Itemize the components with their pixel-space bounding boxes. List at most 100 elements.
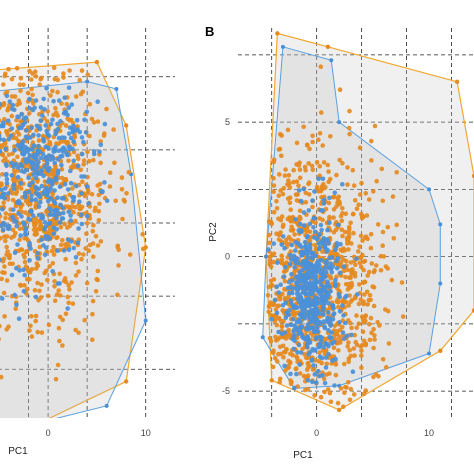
blue-point — [86, 201, 91, 206]
blue-point — [317, 373, 322, 379]
blue-point — [44, 192, 50, 198]
orange-hull-vertex — [325, 44, 331, 50]
orange-point — [35, 280, 40, 286]
blue-point — [35, 165, 40, 170]
blue-point — [68, 213, 73, 218]
orange-point — [288, 351, 293, 357]
blue-point — [102, 180, 107, 185]
blue-point — [313, 275, 318, 281]
blue-point — [66, 85, 72, 90]
blue-point — [321, 201, 327, 206]
blue-point — [35, 148, 40, 153]
orange-point — [277, 294, 283, 300]
blue-point — [274, 284, 280, 290]
orange-point — [35, 329, 40, 335]
orange-point — [101, 133, 107, 138]
orange-point — [320, 143, 326, 148]
blue-point — [335, 256, 341, 261]
blue-point — [309, 307, 314, 313]
orange-point — [6, 66, 11, 72]
orange-point — [29, 314, 34, 319]
orange-point — [66, 283, 71, 288]
orange-point — [44, 119, 50, 124]
orange-point — [6, 255, 12, 261]
blue-point — [54, 207, 60, 213]
blue-point — [12, 292, 17, 298]
orange-point — [124, 191, 129, 196]
blue-hull-vertex — [104, 403, 109, 408]
blue-point — [322, 380, 328, 386]
blue-point — [8, 133, 14, 139]
orange-point — [30, 71, 35, 76]
blue-point — [0, 149, 3, 154]
orange-point — [281, 355, 286, 360]
orange-point — [32, 287, 38, 293]
blue-point — [69, 102, 75, 107]
blue-point — [354, 292, 360, 297]
blue-point — [60, 205, 66, 211]
orange-point — [76, 330, 81, 336]
blue-point — [27, 147, 32, 152]
blue-point — [0, 227, 6, 233]
orange-point — [267, 336, 273, 341]
orange-point — [362, 279, 368, 285]
orange-point — [345, 344, 351, 349]
blue-point — [4, 163, 9, 169]
orange-point — [345, 182, 350, 187]
blue-hull-vertex — [438, 222, 443, 227]
blue-point — [332, 190, 338, 195]
orange-point — [22, 259, 28, 265]
orange-point — [278, 188, 283, 193]
blue-point — [301, 186, 307, 192]
blue-point — [324, 269, 329, 275]
blue-point — [84, 184, 90, 189]
blue-point — [38, 155, 44, 161]
blue-point — [61, 210, 66, 216]
blue-point — [62, 111, 68, 116]
blue-point — [34, 157, 39, 162]
orange-point — [383, 307, 388, 312]
orange-point — [281, 186, 287, 191]
blue-point — [3, 172, 9, 178]
orange-point — [30, 92, 35, 98]
blue-point — [321, 237, 326, 242]
orange-point — [288, 360, 293, 366]
orange-point — [342, 229, 348, 235]
blue-point — [24, 128, 29, 133]
orange-point — [38, 295, 44, 300]
blue-point — [6, 118, 11, 124]
blue-point — [294, 371, 299, 377]
orange-point — [278, 132, 283, 137]
orange-point — [90, 337, 95, 343]
blue-point — [27, 258, 32, 263]
blue-hull-vertex — [143, 318, 148, 323]
blue-point — [22, 272, 28, 278]
orange-point — [15, 154, 20, 160]
blue-point — [323, 261, 329, 266]
orange-point — [326, 169, 331, 174]
orange-point — [267, 240, 272, 246]
blue-point — [68, 135, 74, 141]
orange-point — [360, 343, 365, 348]
orange-point — [3, 141, 8, 146]
orange-point — [90, 298, 96, 304]
blue-point — [322, 325, 328, 331]
orange-point — [55, 89, 60, 95]
orange-point — [1, 290, 7, 296]
blue-point — [316, 176, 321, 182]
orange-point — [111, 127, 116, 132]
orange-point — [11, 233, 17, 239]
blue-point — [340, 330, 346, 335]
blue-point — [281, 274, 287, 279]
orange-point — [268, 264, 274, 270]
blue-point — [39, 168, 44, 173]
blue-point — [292, 264, 297, 270]
panel-a-plot: 0 10 PC1 — [0, 28, 175, 457]
blue-point — [29, 209, 34, 214]
blue-point — [309, 325, 314, 331]
blue-point — [14, 302, 19, 308]
orange-point — [66, 204, 71, 210]
blue-point — [79, 174, 84, 179]
blue-point — [22, 222, 27, 227]
orange-point — [347, 397, 353, 403]
